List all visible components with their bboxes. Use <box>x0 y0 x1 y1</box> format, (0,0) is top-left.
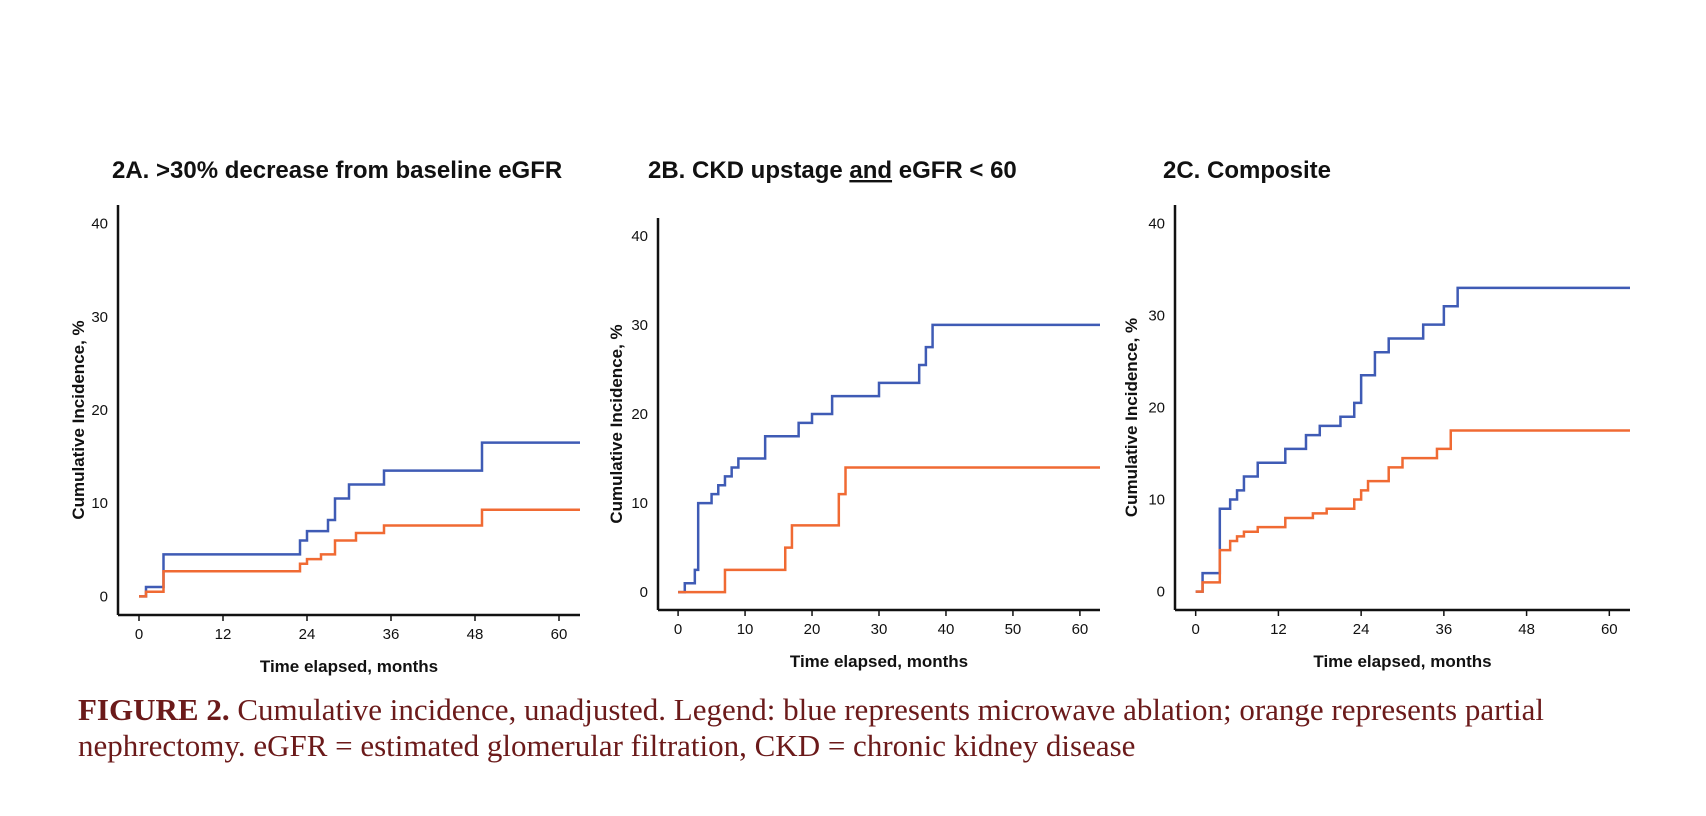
y-tick-label: 30 <box>631 317 648 334</box>
x-tick-label: 0 <box>135 626 143 643</box>
series-line-microwave-ablation <box>139 441 580 598</box>
y-tick-label: 40 <box>91 216 108 233</box>
x-tick-label: 30 <box>871 621 888 638</box>
y-tick-label: 10 <box>631 495 648 512</box>
y-axis-label: Cumulative Incidence, % <box>607 324 626 523</box>
x-tick-label: 60 <box>1601 621 1618 638</box>
y-tick-label: 40 <box>1148 215 1165 232</box>
x-tick-label: 20 <box>804 621 821 638</box>
y-tick-label: 40 <box>631 228 648 245</box>
y-tick-label: 10 <box>1148 492 1165 509</box>
y-axis-label: Cumulative Incidence, % <box>1122 318 1141 517</box>
chart-title: 2A. >30% decrease from baseline eGFR <box>112 157 562 184</box>
x-tick-label: 36 <box>383 626 400 643</box>
chart-title-part: and <box>849 157 892 184</box>
x-tick-label: 0 <box>674 621 682 638</box>
x-tick-label: 60 <box>551 626 568 643</box>
x-axis-label: Time elapsed, months <box>1313 652 1491 671</box>
chart-title: 2C. Composite <box>1163 157 1331 184</box>
y-tick-label: 0 <box>1157 584 1165 601</box>
series-line-microwave-ablation <box>1195 286 1630 593</box>
y-tick-label: 20 <box>1148 400 1165 417</box>
x-tick-label: 10 <box>737 621 754 638</box>
x-tick-label: 50 <box>1005 621 1022 638</box>
x-tick-label: 60 <box>1072 621 1089 638</box>
series-line-partial-nephrectomy <box>1195 429 1630 593</box>
series-line-partial-nephrectomy <box>139 508 580 598</box>
x-axis-label: Time elapsed, months <box>260 657 438 676</box>
y-tick-label: 0 <box>100 588 108 605</box>
caption-label: FIGURE 2. <box>78 692 230 727</box>
y-tick-label: 30 <box>91 309 108 326</box>
x-tick-label: 48 <box>467 626 484 643</box>
y-tick-label: 20 <box>631 406 648 423</box>
x-tick-label: 12 <box>1270 621 1287 638</box>
chart-title-part: eGFR < 60 <box>892 157 1017 184</box>
x-tick-label: 24 <box>1353 621 1370 638</box>
y-tick-label: 0 <box>640 584 648 601</box>
series-line-microwave-ablation <box>678 323 1100 594</box>
chart-panel-3: 2C. Composite 0 12 24 36 48 60 0 10 20 30 40 Time el… <box>1122 157 1630 671</box>
chart-panel-2: 2B. CKD upstage and eGFR < 60 0 10 20 30 40 50… <box>607 157 1100 671</box>
figure-caption: FIGURE 2. Cumulative incidence, unadjust… <box>78 692 1638 764</box>
caption-text: Cumulative incidence, unadjusted. Legend… <box>78 692 1545 763</box>
x-tick-label: 0 <box>1192 621 1200 638</box>
x-axis-label: Time elapsed, months <box>790 652 968 671</box>
chart-title-part: 2B. CKD upstage <box>648 157 849 184</box>
x-tick-label: 36 <box>1436 621 1453 638</box>
x-tick-label: 40 <box>938 621 955 638</box>
series-line-partial-nephrectomy <box>678 466 1100 594</box>
chart-panel-1: 2A. >30% decrease from baseline eGFR 0 12 2… <box>69 157 580 676</box>
chart-title: 2B. CKD upstage and eGFR < 60 <box>648 157 1017 184</box>
x-tick-label: 24 <box>299 626 316 643</box>
y-tick-label: 10 <box>91 495 108 512</box>
x-tick-label: 12 <box>215 626 232 643</box>
x-tick-label: 48 <box>1518 621 1535 638</box>
y-tick-label: 30 <box>1148 307 1165 324</box>
y-tick-label: 20 <box>91 402 108 419</box>
y-axis-label: Cumulative Incidence, % <box>69 320 88 519</box>
